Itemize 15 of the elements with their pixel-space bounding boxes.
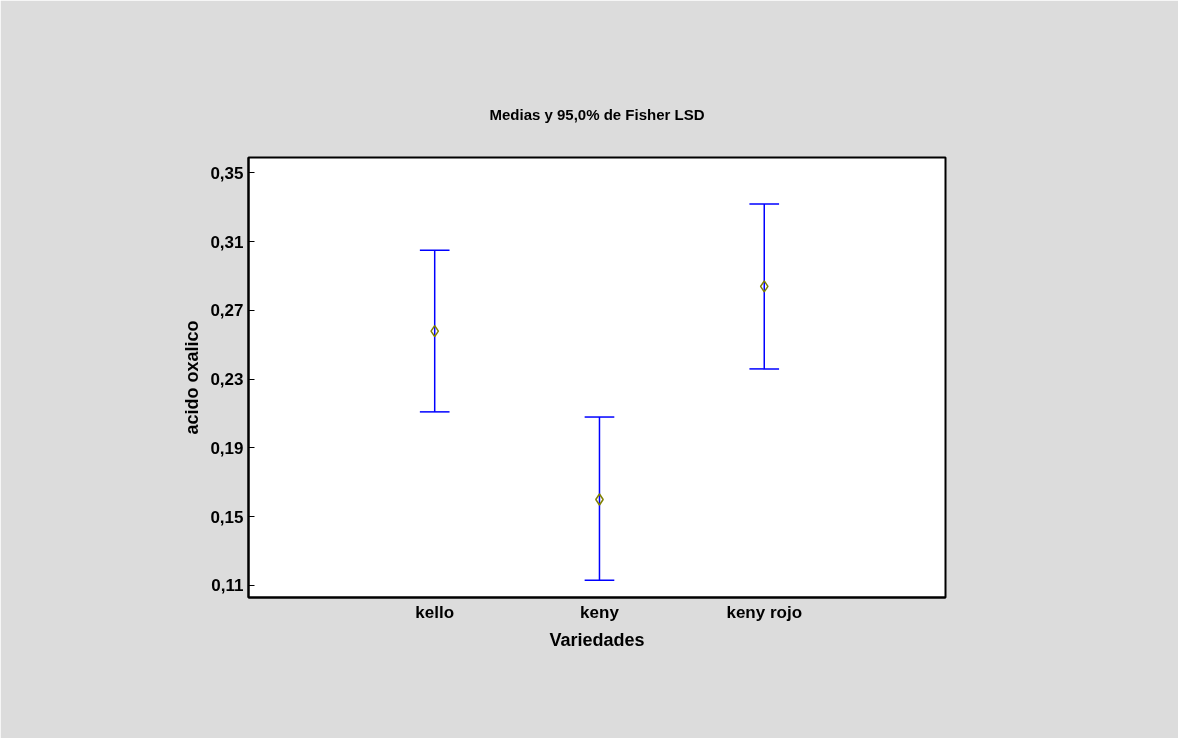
y-axis-title: acido oxalico bbox=[182, 320, 203, 435]
y-tick-label: 0,31 bbox=[210, 232, 244, 252]
chart-title: Medias y 95,0% de Fisher LSD bbox=[489, 105, 705, 123]
y-tick-label: 0,11 bbox=[211, 576, 244, 596]
x-tick-label: keny bbox=[580, 602, 620, 622]
x-tick-label: kello bbox=[415, 602, 455, 622]
x-axis-title: Variedades bbox=[549, 629, 645, 650]
point bbox=[759, 280, 769, 293]
point bbox=[430, 324, 440, 338]
y-tick-label: 0,19 bbox=[210, 438, 244, 458]
y-tick-label: 0,23 bbox=[210, 370, 244, 390]
y-tick-label: 0,27 bbox=[210, 301, 244, 321]
y-tick-label: 0,15 bbox=[210, 507, 244, 527]
x-tick-label: keny rojo bbox=[726, 602, 803, 622]
y-tick-label: 0,35 bbox=[210, 163, 244, 183]
